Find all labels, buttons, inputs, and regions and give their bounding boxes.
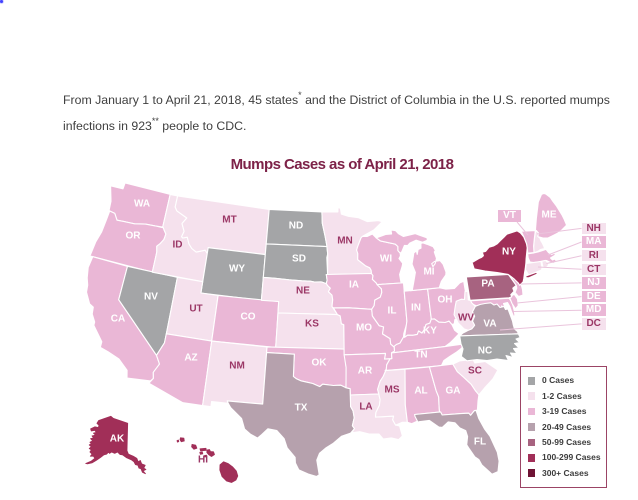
svg-text:ID: ID <box>173 240 183 251</box>
svg-text:OK: OK <box>312 358 328 369</box>
svg-text:TX: TX <box>295 403 308 414</box>
svg-text:UT: UT <box>189 304 202 315</box>
svg-text:PA: PA <box>481 279 494 290</box>
svg-text:CO: CO <box>241 312 256 323</box>
svg-text:MS: MS <box>385 385 400 396</box>
svg-text:OR: OR <box>126 231 142 242</box>
svg-text:WI: WI <box>380 254 392 265</box>
svg-text:WA: WA <box>134 199 150 210</box>
svg-text:CA: CA <box>111 314 125 325</box>
svg-text:FL: FL <box>474 437 486 448</box>
svg-text:AZ: AZ <box>184 353 197 364</box>
svg-text:GA: GA <box>446 386 461 397</box>
svg-text:MO: MO <box>356 323 372 334</box>
svg-text:TN: TN <box>414 350 427 361</box>
svg-text:ND: ND <box>289 221 303 232</box>
svg-text:SD: SD <box>292 254 306 265</box>
svg-text:OH: OH <box>438 295 453 306</box>
svg-text:WV: WV <box>458 313 474 324</box>
svg-text:NC: NC <box>478 346 492 357</box>
svg-text:NY: NY <box>502 247 516 258</box>
svg-text:IL: IL <box>388 306 397 317</box>
svg-text:HI: HI <box>198 455 208 466</box>
svg-text:IN: IN <box>411 303 421 314</box>
svg-text:AL: AL <box>414 386 427 397</box>
svg-text:IA: IA <box>349 280 359 291</box>
svg-text:LA: LA <box>359 402 372 413</box>
svg-text:SC: SC <box>468 366 482 377</box>
svg-text:NM: NM <box>229 361 245 372</box>
svg-text:WY: WY <box>229 264 245 275</box>
svg-text:MN: MN <box>337 236 353 247</box>
svg-text:NV: NV <box>144 292 158 303</box>
svg-text:NE: NE <box>296 286 310 297</box>
svg-text:AR: AR <box>358 366 373 377</box>
svg-text:ME: ME <box>542 210 557 221</box>
svg-text:AK: AK <box>110 434 125 445</box>
svg-text:KS: KS <box>305 319 319 330</box>
svg-text:MT: MT <box>222 215 236 226</box>
svg-text:VA: VA <box>483 319 496 330</box>
svg-text:KY: KY <box>423 326 437 337</box>
svg-text:MI: MI <box>423 267 434 278</box>
